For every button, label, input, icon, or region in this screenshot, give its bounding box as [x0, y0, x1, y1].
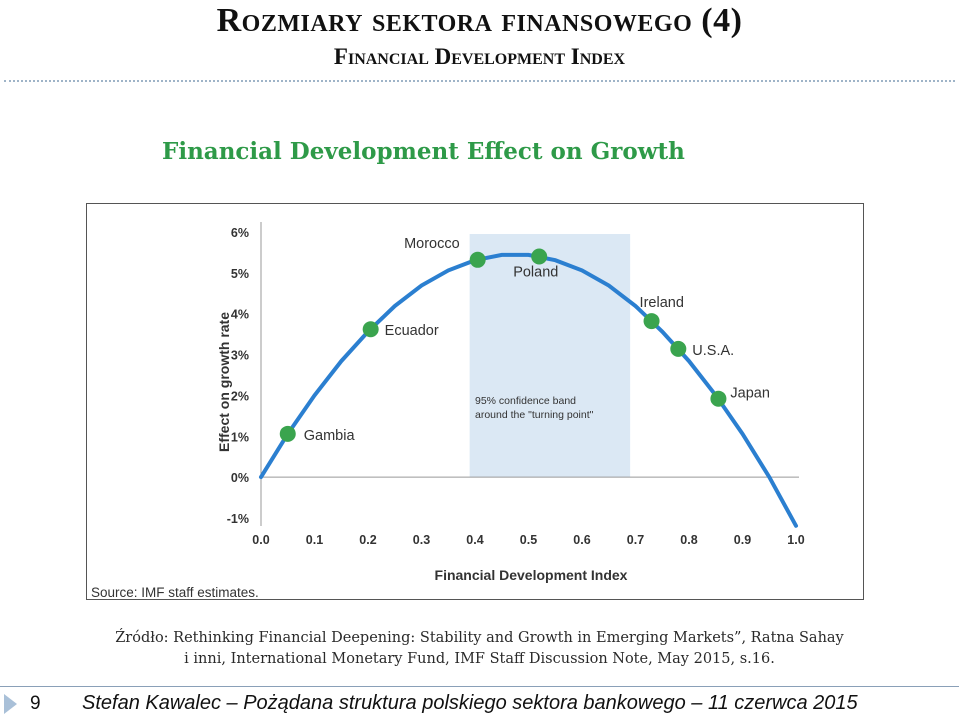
x-tick-label: 0.9	[734, 533, 751, 547]
point-label: U.S.A.	[692, 343, 734, 359]
chart-heading: Financial Development Effect on Growth	[162, 138, 685, 165]
y-axis-title: Effect on growth rate	[216, 312, 232, 452]
point-label: Ireland	[640, 295, 684, 311]
x-tick-label: 0.3	[413, 533, 430, 547]
x-tick-label: 0.6	[573, 533, 590, 547]
arrow-right-icon	[4, 694, 17, 714]
x-tick-label: 0.0	[252, 533, 269, 547]
data-point	[670, 340, 687, 357]
y-tick-label: 3%	[231, 349, 249, 363]
page-number: 9	[30, 693, 41, 714]
x-tick-label: 0.5	[520, 533, 537, 547]
data-point	[531, 248, 548, 265]
x-tick-label: 0.1	[306, 533, 323, 547]
point-label: Japan	[730, 386, 770, 402]
band-label-line-1: 95% confidence band	[475, 395, 576, 407]
y-tick-label: 4%	[231, 308, 249, 322]
x-tick-label: 0.8	[680, 533, 697, 547]
y-tick-label: 2%	[231, 389, 249, 403]
point-label: Poland	[513, 265, 558, 281]
y-tick-label: -1%	[227, 512, 249, 526]
data-point	[279, 425, 296, 442]
data-point	[643, 313, 660, 330]
data-point	[469, 251, 486, 268]
confidence-band	[469, 234, 631, 478]
chart-frame: 6% 5% 4% 3% 2% 1% 0% -1% 0.0 0.1 0.2 0.3 0.4 0.5 0.6 0.…	[86, 203, 864, 600]
source-line-1: Źródło: Rethinking Financial Deepening: …	[115, 630, 844, 646]
y-tick-label: 5%	[231, 267, 249, 281]
data-point	[362, 321, 379, 338]
series-curve	[259, 252, 798, 528]
footer-divider	[0, 686, 959, 687]
source-line-2: i inni, International Monetary Fund, IMF…	[184, 651, 775, 667]
point-label: Gambia	[304, 428, 356, 444]
x-tick-label: 0.2	[359, 533, 376, 547]
slide-subtitle: Financial Development Index	[333, 44, 626, 69]
chart-svg: 6% 5% 4% 3% 2% 1% 0% -1%0.0 0.1 0.2 0.3 0.4 0.5 0.6 0.…	[91, 222, 805, 599]
band-label-line-2: around the "turning point"	[475, 409, 594, 421]
data-point	[710, 390, 727, 407]
y-tick-label: 0%	[231, 471, 249, 485]
point-label: Morocco	[404, 236, 460, 252]
x-tick-label: 0.7	[627, 533, 644, 547]
source-citation: Źródło: Rethinking Financial Deepening: …	[0, 628, 959, 670]
footer-text: Stefan Kawalec – Pożądana struktura pols…	[82, 692, 858, 714]
source-note: Source: IMF staff estimates.	[91, 585, 259, 599]
x-tick-label: 1.0	[787, 533, 804, 547]
point-label: Ecuador	[385, 323, 439, 339]
slide-title: Rozmiary sektora finansowego (4)	[216, 2, 743, 39]
y-tick-label: 6%	[231, 226, 249, 240]
title-divider	[4, 80, 955, 82]
x-axis-title: Financial Development Index	[435, 567, 628, 583]
y-tick-label: 1%	[231, 430, 249, 444]
x-tick-label: 0.4	[466, 533, 483, 547]
